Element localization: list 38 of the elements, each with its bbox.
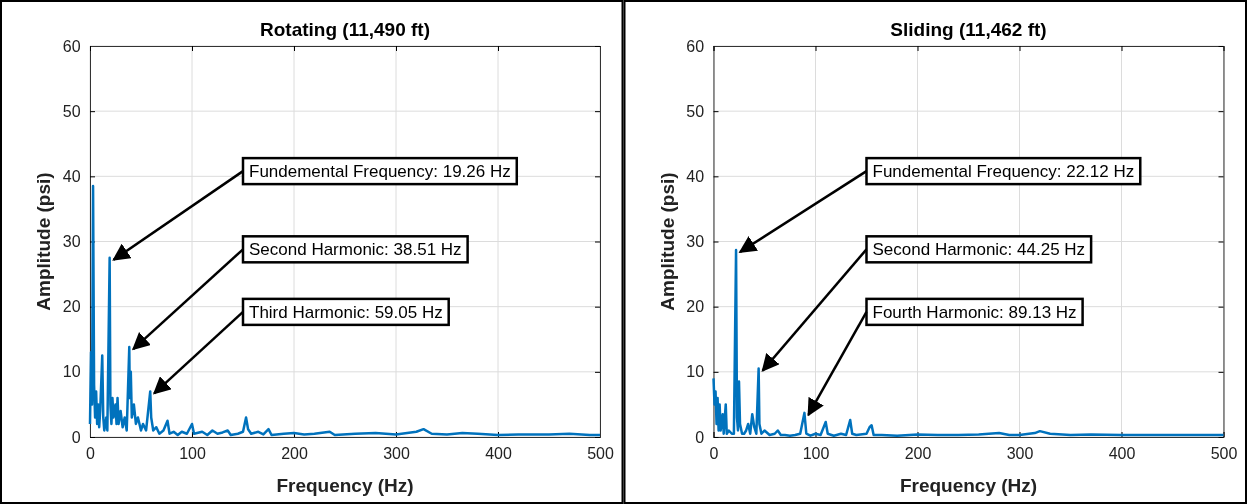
y-tick-label: 60 (62, 37, 81, 55)
x-tick-label: 300 (1006, 445, 1034, 463)
y-tick-label: 0 (695, 428, 705, 446)
x-tick-label: 100 (179, 445, 206, 463)
y-axis-title: Amplitude (psi) (33, 172, 54, 311)
y-tick-label: 60 (686, 37, 705, 55)
chart-title: Sliding (11,462 ft) (890, 19, 1047, 40)
y-axis-title: Amplitude (psi) (656, 172, 678, 311)
annotation: Fourth Harmonic: 89.13 Hz (872, 302, 1077, 322)
x-axis-title: Frequency (Hz) (899, 475, 1038, 496)
y-tick-label: 0 (71, 428, 81, 446)
y-tick-label: 10 (62, 363, 81, 381)
x-tick-label: 200 (281, 445, 308, 463)
y-tick-label: 40 (686, 167, 705, 185)
chart-title: Rotating (11,490 ft) (260, 19, 430, 40)
y-tick-label: 20 (686, 298, 705, 316)
x-tick-label: 300 (383, 445, 410, 463)
x-axis-title: Frequency (Hz) (276, 475, 414, 496)
y-tick-label: 10 (686, 363, 705, 381)
y-tick-label: 50 (62, 102, 81, 120)
annotation: Fundemental Frequency: 22.12 Hz (872, 162, 1135, 182)
annotation: Second Harmonic: 44.25 Hz (872, 240, 1086, 260)
x-tick-label: 100 (802, 445, 830, 463)
y-tick-label: 30 (62, 233, 81, 251)
annotation: Third Harmonic: 59.05 Hz (249, 302, 443, 322)
annotation: Second Harmonic: 38.51 Hz (249, 240, 462, 260)
annotation: Fundemental Frequency: 19.26 Hz (249, 162, 511, 182)
x-tick-label: 0 (86, 445, 96, 463)
y-tick-label: 30 (686, 233, 705, 251)
x-tick-label: 400 (1108, 445, 1136, 463)
x-tick-label: 400 (485, 445, 512, 463)
x-tick-label: 500 (587, 445, 614, 463)
y-tick-label: 40 (62, 167, 81, 185)
y-tick-label: 50 (686, 102, 705, 120)
x-tick-label: 500 (1210, 445, 1238, 463)
y-tick-label: 20 (62, 298, 81, 316)
x-tick-label: 200 (904, 445, 932, 463)
x-tick-label: 0 (709, 445, 719, 463)
